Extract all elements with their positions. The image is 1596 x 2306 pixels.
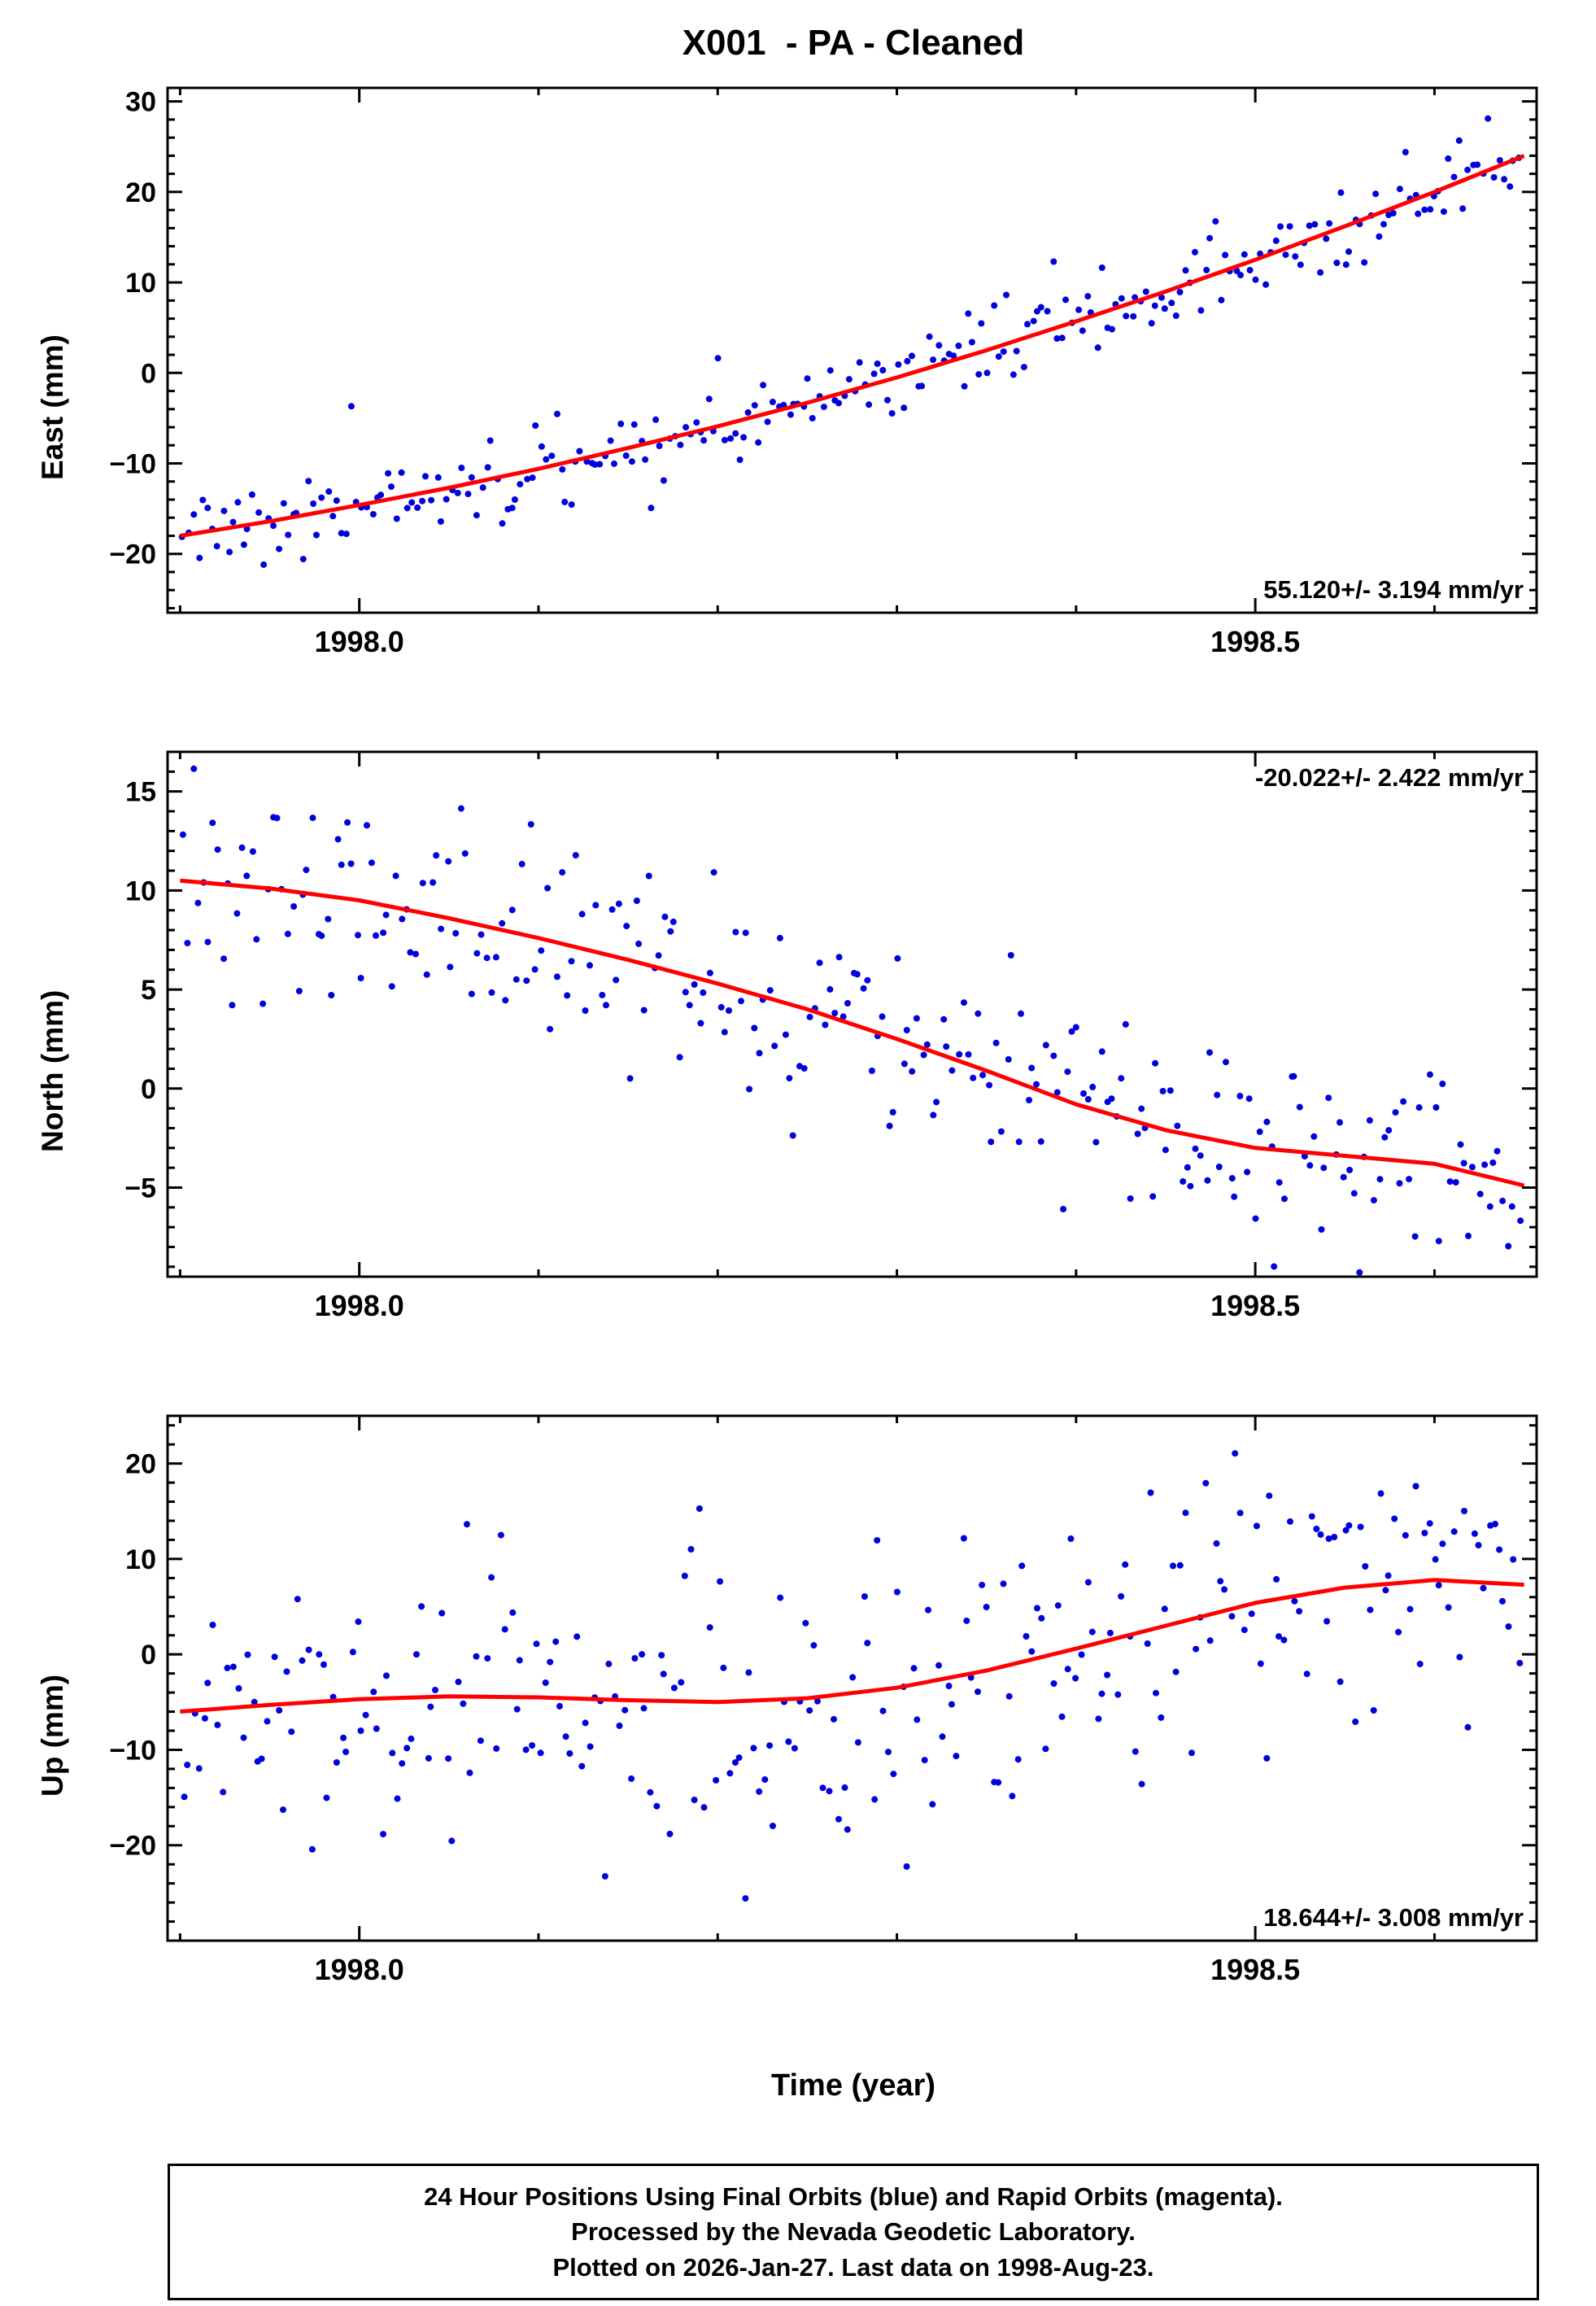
x-tick-label: 1998.5	[1210, 625, 1300, 658]
x-tick-label: 1998.0	[315, 1953, 404, 1986]
y-tick-label: 0	[141, 358, 156, 389]
slope-annotation: -20.022+/- 2.422 mm/yr	[1255, 763, 1524, 792]
footer-line-orbits: 24 Hour Positions Using Final Orbits (bl…	[424, 2182, 1283, 2211]
plot-background	[168, 88, 1537, 613]
plot-frame	[166, 1414, 1538, 1942]
y-tick-label: −10	[109, 449, 156, 480]
tick-labels: 1998.0 1998.5 −20 −10 0 10 20 30	[109, 87, 1300, 658]
scatter-points	[179, 765, 1524, 1276]
trend-line	[180, 1578, 1524, 1714]
y-tick-label: −20	[109, 1831, 156, 1862]
north-chart: 1998.0 1998.5 −5 0 5 10 15 -20.022+/- 2.422 mm/…	[124, 750, 1538, 1322]
east-panel: East (mm) 1998.0 1998.5 −20 −10 0 10 20 30 55.12…	[29, 76, 1596, 681]
tick-labels: 1998.0 1998.5 −20 −10 0 10 20	[109, 1449, 1300, 1986]
plot-frame	[166, 750, 1538, 1278]
scatter-points	[178, 115, 1523, 568]
plot-background	[168, 752, 1537, 1277]
y-tick-label: −20	[109, 539, 156, 570]
x-tick-label: 1998.5	[1210, 1289, 1300, 1322]
footer-line-plotted: Plotted on 2026-Jan-27. Last data on 199…	[552, 2252, 1154, 2282]
y-tick-label: 5	[141, 975, 156, 1006]
y-tick-label: 20	[125, 177, 156, 208]
y-tick-label: 10	[125, 1544, 156, 1575]
north-axis-label: North (mm)	[36, 989, 69, 1153]
x-tick-label: 1998.0	[315, 625, 404, 658]
y-tick-label: 20	[125, 1449, 156, 1480]
north-panel: North (mm) 1998.0 1998.5 −5 0 5 10 15 -20.022+/…	[29, 740, 1596, 1345]
y-tick-label: 10	[125, 876, 156, 906]
east-chart: 1998.0 1998.5 −20 −10 0 10 20 30 55.120+/- 3.194…	[109, 86, 1538, 658]
y-tick-label: −5	[124, 1173, 156, 1203]
tick-labels: 1998.0 1998.5 −5 0 5 10 15	[124, 777, 1300, 1322]
y-tick-label: −10	[109, 1735, 156, 1766]
slope-annotation: 55.120+/- 3.194 mm/yr	[1263, 575, 1524, 604]
x-tick-label: 1998.0	[315, 1289, 404, 1322]
y-tick-label: 10	[125, 268, 156, 299]
page-title: X001 - PA - Cleaned	[682, 23, 1025, 63]
y-tick-label: 15	[125, 777, 156, 808]
x-tick-label: 1998.5	[1210, 1953, 1300, 1986]
trend-line	[180, 154, 1525, 538]
up-panel: Up (mm) 1998.0 1998.5 −20 −10 0 10 20 18.644+/-…	[29, 1404, 1596, 2009]
up-chart: 1998.0 1998.5 −20 −10 0 10 20 18.644+/- 3.008 m…	[109, 1414, 1538, 1986]
scatter-points	[181, 1450, 1524, 1902]
y-tick-label: 30	[125, 87, 156, 118]
trend-line	[180, 878, 1525, 1188]
footer-line-processed: Processed by the Nevada Geodetic Laborat…	[571, 2217, 1136, 2247]
footer-box: 24 Hour Positions Using Final Orbits (bl…	[168, 2164, 1539, 2301]
y-tick-label: 0	[141, 1074, 156, 1105]
up-axis-label: Up (mm)	[36, 1674, 69, 1797]
x-axis-label: Time (year)	[770, 2068, 936, 2103]
plot-frame	[166, 86, 1538, 614]
east-axis-label: East (mm)	[36, 334, 69, 480]
slope-annotation: 18.644+/- 3.008 mm/yr	[1263, 1903, 1524, 1932]
y-tick-label: 0	[141, 1640, 156, 1671]
